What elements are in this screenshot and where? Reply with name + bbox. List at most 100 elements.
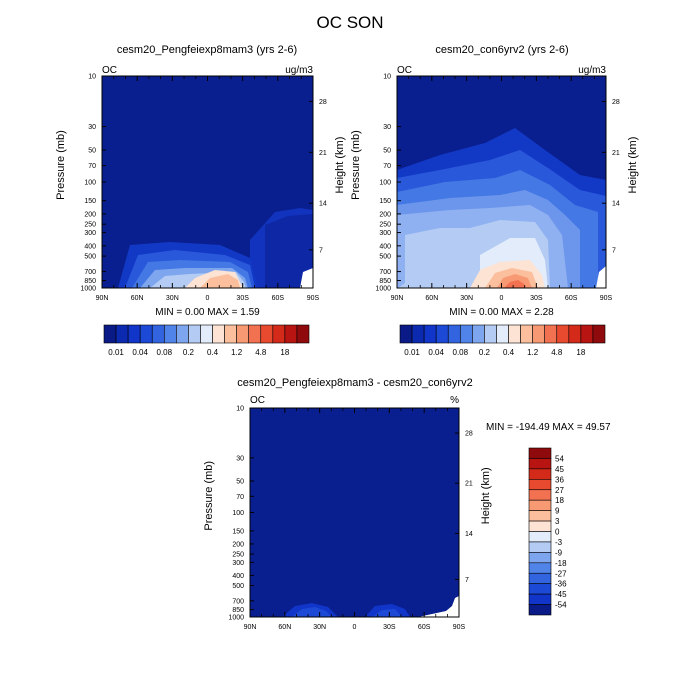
lat-tick-label: 60N: [278, 624, 291, 631]
pressure-tick-label: 300: [232, 560, 244, 567]
height-axis-label: Height (km): [334, 137, 346, 194]
height-tick-label: 28: [465, 431, 473, 438]
panel-1-title: cesm20_Pengfeiexp8mam3 (yrs 2-6): [117, 44, 297, 56]
colorbar-swatch: [592, 324, 606, 344]
colorbar-label: 18: [576, 348, 585, 357]
height-tick-label: 7: [319, 247, 323, 254]
lat-tick-label: 0: [206, 295, 210, 302]
pressure-tick-label: 850: [379, 278, 391, 285]
panel-1-units: ug/m3: [285, 65, 313, 76]
pressure-tick-label: 1000: [228, 615, 244, 622]
panel-2-var-label: OC: [397, 65, 412, 76]
lat-tick-label: 30S: [530, 295, 543, 302]
height-tick-label: 21: [319, 150, 327, 157]
colorbar-swatch: [296, 324, 310, 344]
height-tick-label: 21: [612, 150, 620, 157]
colorbar-swatch: [423, 324, 437, 344]
lat-tick-label: 60S: [565, 295, 578, 302]
colorbar-swatch: [411, 324, 425, 344]
pressure-tick-label: 250: [232, 552, 244, 559]
pressure-tick-label: 700: [84, 269, 96, 276]
colorbar-swatch: [568, 324, 582, 344]
pressure-tick-label: 70: [236, 494, 244, 501]
colorbar-label: 0.2: [479, 348, 491, 357]
colorbar-label: -3: [555, 538, 563, 547]
figure-title: OC SON: [316, 13, 383, 32]
colorbar-label: 0.01: [108, 348, 124, 357]
pressure-tick-label: 10: [383, 74, 391, 81]
colorbar-label: 0.04: [428, 348, 444, 357]
colorbar-swatch: [508, 324, 521, 344]
colorbar-swatch: [260, 324, 274, 344]
axes-layer: 1030507010015020025030040050070085010002…: [55, 74, 639, 632]
pressure-tick-label: 70: [88, 163, 96, 170]
pressure-tick-label: 70: [383, 163, 391, 170]
panel-3: cesm20_Pengfeiexp8mam3 - cesm20_con6yrv2…: [237, 377, 611, 617]
pressure-tick-label: 1000: [375, 286, 391, 293]
colorbar-swatch: [528, 520, 552, 532]
colorbar-swatch: [459, 324, 473, 344]
colorbar-swatch: [435, 324, 449, 344]
colorbar-label: 0.4: [207, 348, 219, 357]
colorbar-swatch: [139, 324, 153, 344]
colorbar-swatch: [399, 324, 413, 344]
pressure-tick-label: 850: [84, 278, 96, 285]
pressure-tick-label: 100: [84, 180, 96, 187]
colorbar-swatch: [528, 458, 552, 470]
colorbar-swatch: [224, 324, 237, 344]
colorbar-layer: 0.01 0.04 0.08 0.2 0.4 1.2 4.8 18 0.01 0.04 0.08 0.…: [103, 324, 606, 616]
pressure-tick-label: 30: [383, 124, 391, 131]
panel-2: cesm20_con6yrv2 (yrs 2-6) OC ug/m3: [397, 44, 606, 288]
lat-tick-label: 90N: [96, 295, 109, 302]
colorbar-swatch: [528, 541, 552, 553]
lat-tick-label: 0: [353, 624, 357, 631]
pressure-tick-label: 200: [84, 211, 96, 218]
colorbar-abs-1: 0.01 0.04 0.08 0.2 0.4 1.2 4.8 18: [103, 324, 310, 357]
pressure-tick-label: 150: [232, 528, 244, 535]
colorbar-swatch: [528, 510, 552, 522]
colorbar-swatch: [200, 324, 213, 344]
colorbar-label: 0.2: [183, 348, 195, 357]
colorbar-swatch: [103, 324, 117, 344]
colorbar-label: -18: [555, 559, 567, 568]
colorbar-label: 45: [555, 465, 564, 474]
pressure-tick-label: 10: [88, 74, 96, 81]
colorbar-swatch: [284, 324, 298, 344]
colorbar-label: 27: [555, 486, 564, 495]
colorbar-label: 0.4: [503, 348, 515, 357]
colorbar-swatch: [528, 583, 552, 595]
panel-1-contours: [118, 208, 313, 288]
colorbar-swatch: [484, 324, 497, 344]
lat-tick-label: 60N: [425, 295, 438, 302]
lat-tick-label: 30S: [236, 295, 249, 302]
colorbar-swatch: [580, 324, 594, 344]
colorbar-label: 0.01: [404, 348, 420, 357]
colorbar-swatch: [528, 479, 552, 491]
lat-tick-label: 60N: [131, 295, 144, 302]
colorbar-swatch: [556, 324, 570, 344]
pressure-tick-label: 1000: [80, 286, 96, 293]
height-tick-label: 28: [319, 99, 327, 106]
panel-2-axes: 1030507010015020025030040050070085010002…: [350, 74, 639, 319]
pressure-tick-label: 150: [379, 198, 391, 205]
colorbar-label: 3: [555, 517, 560, 526]
colorbar-swatch: [115, 324, 129, 344]
colorbar-swatch: [212, 324, 225, 344]
colorbar-swatch: [528, 499, 552, 511]
panel-3-title: cesm20_Pengfeiexp8mam3 - cesm20_con6yrv2: [237, 377, 472, 389]
height-tick-label: 14: [319, 201, 327, 208]
pressure-tick-label: 500: [379, 254, 391, 261]
pressure-tick-label: 10: [236, 406, 244, 413]
colorbar-label: 4.8: [255, 348, 267, 357]
lat-tick-label: 60S: [272, 295, 285, 302]
colorbar-label: 1.2: [231, 348, 243, 357]
lat-tick-label: 60S: [418, 624, 431, 631]
pressure-tick-label: 50: [383, 148, 391, 155]
colorbar-label: 0.04: [132, 348, 148, 357]
pressure-tick-label: 400: [84, 243, 96, 250]
panel-3-var-label: OC: [250, 395, 265, 406]
pressure-tick-label: 150: [84, 198, 96, 205]
colorbar-swatch: [528, 604, 552, 616]
colorbar-swatch: [151, 324, 165, 344]
